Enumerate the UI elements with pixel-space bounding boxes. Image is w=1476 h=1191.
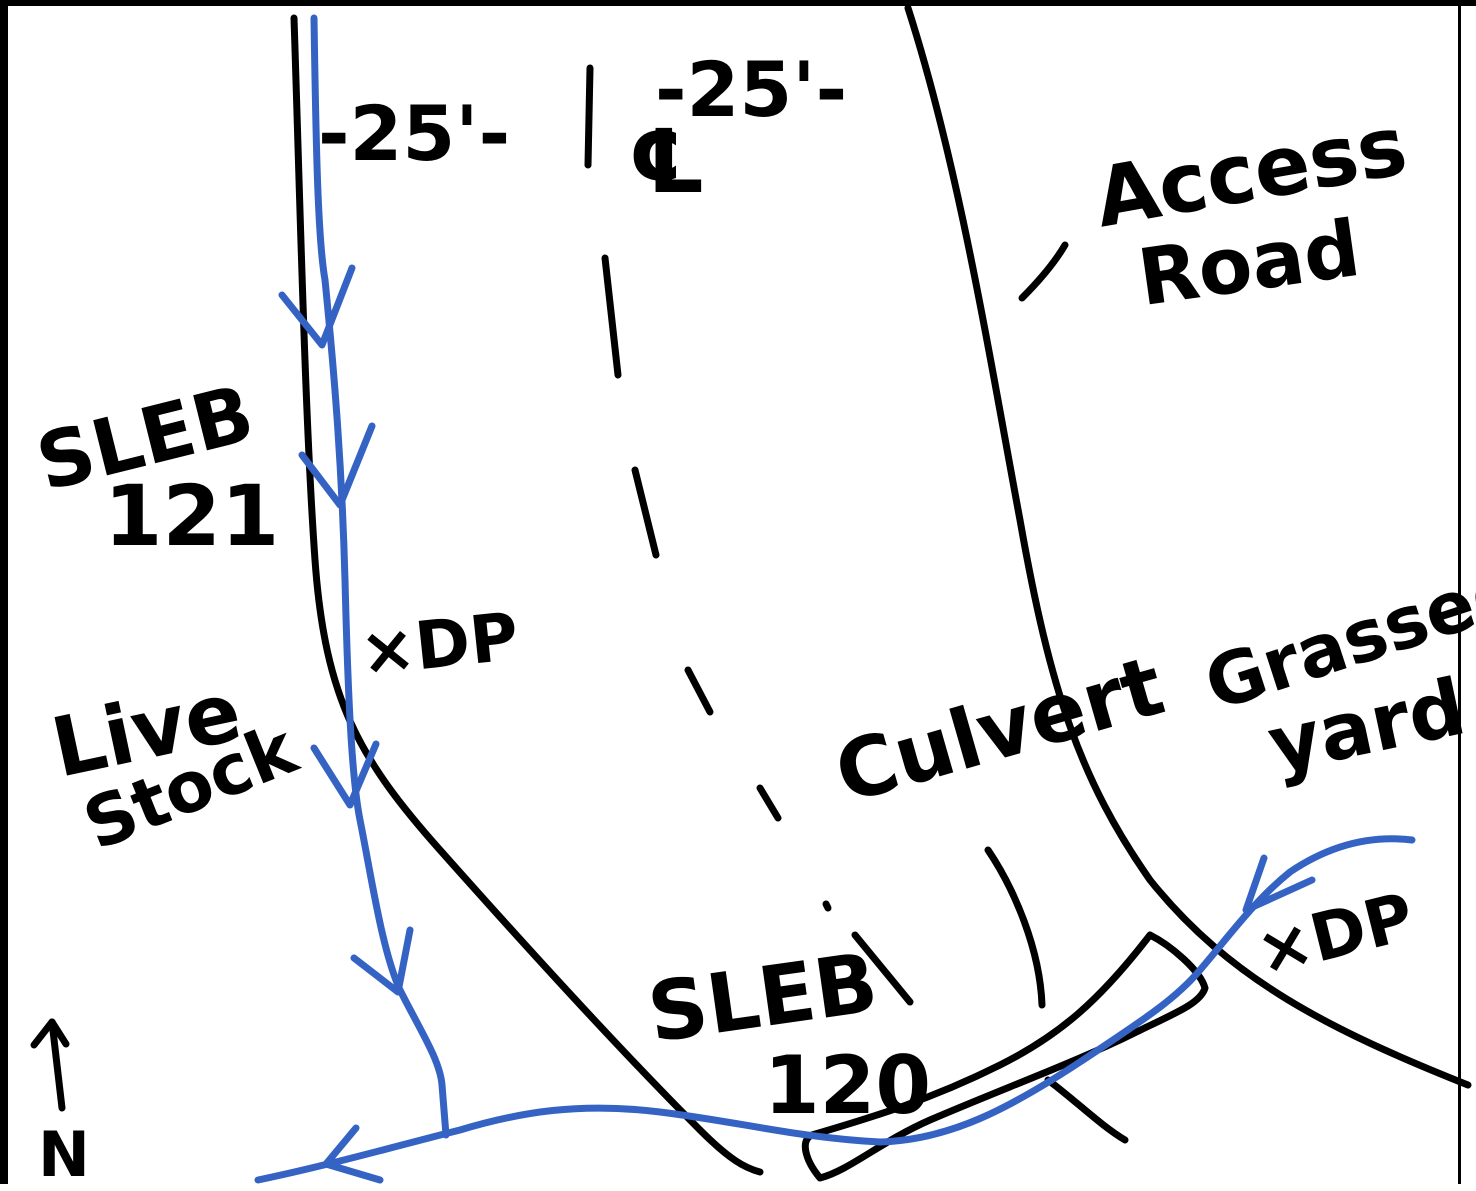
dimension-left: -25'- bbox=[318, 89, 511, 178]
flow-arrowhead bbox=[278, 264, 356, 349]
flow-arrowhead bbox=[1242, 854, 1316, 914]
centerline-symbol: ℄ bbox=[628, 110, 707, 213]
centerline-dash bbox=[631, 466, 660, 559]
sleb-120-label-line2: 120 bbox=[764, 1039, 931, 1132]
flow-line-main bbox=[310, 14, 450, 1139]
centerline-dash bbox=[851, 931, 914, 1006]
centerline-dash bbox=[584, 64, 594, 169]
north-arrow-head bbox=[30, 1018, 70, 1049]
frame-right-edge bbox=[1458, 0, 1461, 1184]
centerline-dash bbox=[822, 900, 832, 912]
flow-arrowhead bbox=[350, 926, 414, 996]
flow-arrowhead bbox=[298, 422, 376, 509]
road-right-edge bbox=[904, 4, 1472, 1089]
dimension-right: -25'- bbox=[655, 45, 848, 134]
culvert-arc bbox=[984, 846, 1046, 1009]
north-arrow-shaft bbox=[48, 1018, 66, 1112]
centerline-dash bbox=[684, 666, 714, 716]
flow-arrowhead bbox=[310, 740, 380, 809]
centerline-dash bbox=[601, 254, 622, 379]
access-road-leader bbox=[1018, 241, 1069, 302]
discharge-point-upper: ×DP bbox=[356, 597, 523, 692]
centerline-dash bbox=[756, 784, 782, 822]
culvert-tick bbox=[1044, 1076, 1129, 1144]
north-label: N bbox=[38, 1118, 90, 1191]
culvert-outline bbox=[801, 931, 1209, 1182]
flow-line-bottom bbox=[254, 835, 1416, 1184]
sleb-121-label-line2: 121 bbox=[104, 467, 280, 565]
flow-arrowhead bbox=[322, 1124, 384, 1184]
